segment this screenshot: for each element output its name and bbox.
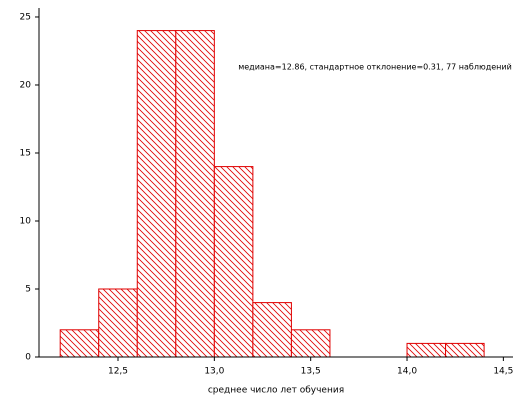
y-tick-label: 10 — [20, 216, 32, 226]
bar — [290, 329, 331, 358]
y-tick-label: 15 — [20, 148, 31, 158]
y-tick-label: 20 — [20, 80, 32, 90]
bar — [175, 30, 215, 358]
bar — [136, 30, 177, 358]
bar — [98, 288, 138, 358]
x-tick-label: 14,5 — [493, 367, 513, 377]
x-tick-label: 13,0 — [204, 367, 224, 377]
bar — [59, 329, 100, 358]
x-tick-label: 14,0 — [397, 367, 417, 377]
annotation: медиана=12.86, стандартное отклонение=0.… — [238, 63, 512, 72]
bar — [213, 166, 254, 358]
bar — [406, 342, 447, 358]
x-tick-label: 13,5 — [301, 367, 321, 377]
x-tick-label: 12,5 — [108, 367, 128, 377]
bar — [445, 342, 485, 358]
bar — [252, 302, 292, 358]
y-tick-label: 25 — [20, 12, 31, 22]
y-tick-label: 0 — [25, 353, 31, 363]
x-axis-label: среднее число лет обучения — [208, 386, 344, 396]
y-tick-label: 5 — [25, 284, 31, 294]
